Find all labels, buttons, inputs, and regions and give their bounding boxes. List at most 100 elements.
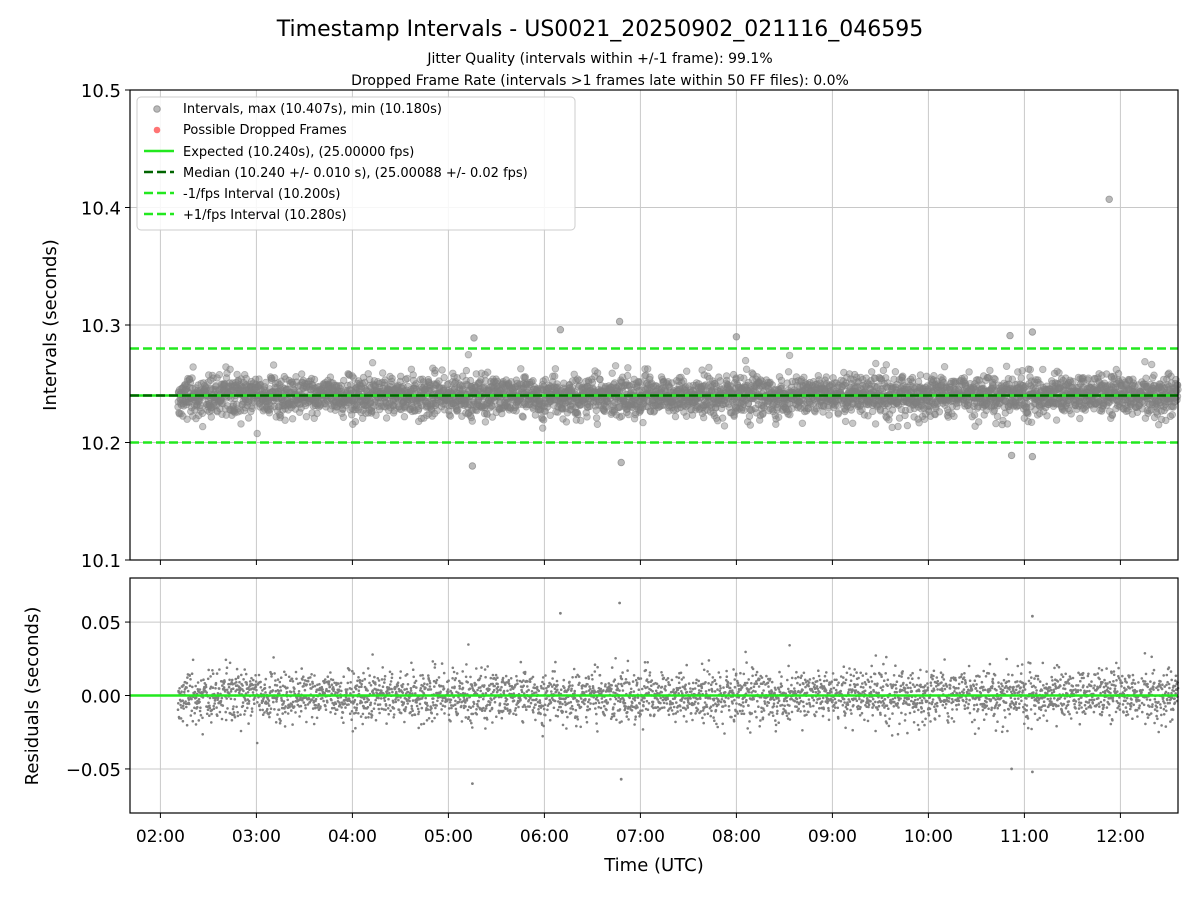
- residual-point: [361, 712, 365, 716]
- interval-point: [512, 407, 520, 415]
- residual-point: [363, 677, 367, 681]
- residual-point: [237, 675, 240, 678]
- residual-point: [222, 686, 226, 689]
- interval-point: [639, 418, 647, 427]
- residual-point: [366, 705, 370, 709]
- interval-point: [368, 359, 377, 367]
- residual-point: [450, 706, 453, 710]
- residual-point: [235, 667, 239, 671]
- residual-point: [253, 702, 256, 705]
- intervals-y-tick-label: 10.4: [81, 199, 121, 220]
- residual-point: [182, 683, 185, 687]
- residual-point: [213, 699, 217, 702]
- residual-point: [291, 700, 295, 704]
- residual-point: [295, 677, 298, 681]
- residual-point: [310, 673, 313, 676]
- residual-point: [236, 714, 240, 718]
- residual-point: [258, 703, 261, 707]
- residual-point: [205, 712, 209, 716]
- residual-point: [367, 716, 370, 719]
- residual-point: [439, 702, 443, 705]
- residual-point: [182, 707, 185, 710]
- intervals-y-axis-label: Intervals (seconds): [40, 239, 61, 411]
- residual-point: [208, 714, 211, 717]
- interval-point: [226, 365, 234, 373]
- residual-point: [249, 714, 253, 717]
- residual-point: [278, 721, 282, 725]
- residual-point: [314, 706, 317, 710]
- interval-outlier-point: [1105, 195, 1113, 203]
- residual-point: [394, 700, 398, 704]
- interval-outlier-point: [1007, 451, 1016, 460]
- interval-point: [903, 421, 912, 430]
- residual-point: [181, 699, 184, 702]
- residual-point: [353, 698, 357, 702]
- residual-point: [392, 713, 396, 716]
- residual-point: [415, 704, 419, 708]
- residual-point: [266, 702, 270, 705]
- residual-point: [208, 696, 212, 700]
- interval-point: [891, 368, 900, 376]
- residual-point: [340, 689, 343, 693]
- residual-point: [277, 708, 281, 711]
- residual-point: [420, 706, 424, 710]
- interval-point: [1076, 414, 1084, 423]
- residual-point: [235, 681, 238, 684]
- interval-point: [1114, 369, 1123, 378]
- interval-outlier-point: [470, 334, 478, 342]
- residual-point: [261, 713, 265, 716]
- residual-point: [178, 687, 181, 690]
- residual-point: [417, 710, 421, 714]
- residual-point: [225, 672, 228, 675]
- residual-point: [409, 689, 413, 692]
- legend-intervals-marker: [153, 105, 161, 113]
- residual-point: [396, 681, 400, 684]
- residual-point: [193, 711, 196, 715]
- residual-point: [453, 685, 456, 689]
- residual-point: [446, 688, 450, 691]
- residual-point: [389, 680, 393, 683]
- residual-point: [264, 677, 268, 681]
- interval-point: [484, 368, 492, 376]
- residual-point: [340, 706, 343, 709]
- interval-point: [682, 412, 691, 420]
- residual-point: [210, 721, 213, 724]
- residual-point: [387, 697, 390, 701]
- residual-point: [323, 678, 327, 681]
- residual-point: [218, 710, 222, 714]
- residual-point: [406, 683, 410, 686]
- residual-point: [250, 676, 253, 680]
- residual-point: [426, 708, 430, 711]
- residual-point: [357, 676, 360, 679]
- interval-point: [798, 419, 807, 427]
- residual-point: [289, 690, 293, 694]
- residual-point: [302, 684, 305, 688]
- interval-point: [872, 359, 880, 368]
- residual-point: [413, 713, 417, 717]
- residual-point: [278, 680, 282, 684]
- residual-point: [433, 666, 437, 669]
- legend-dropped-marker: [153, 126, 161, 134]
- residual-point: [399, 711, 403, 715]
- residual-point: [191, 719, 195, 723]
- residual-point: [275, 684, 279, 687]
- residual-point: [337, 688, 341, 691]
- legend: Intervals, max (10.407s), min (10.180s) …: [136, 96, 576, 231]
- interval-point: [644, 365, 652, 373]
- residual-point: [348, 668, 351, 672]
- interval-point: [268, 374, 276, 382]
- interval-point: [720, 422, 729, 430]
- residual-point: [252, 678, 255, 682]
- residual-point: [388, 691, 391, 695]
- residual-point: [352, 672, 356, 675]
- residual-point: [335, 708, 339, 711]
- residual-point: [424, 696, 428, 700]
- residual-point: [317, 703, 321, 706]
- interval-point: [541, 375, 550, 384]
- residual-point: [377, 688, 380, 692]
- residual-point: [298, 715, 301, 718]
- residual-point: [270, 675, 273, 678]
- residual-point: [404, 706, 408, 709]
- residual-point: [198, 709, 202, 713]
